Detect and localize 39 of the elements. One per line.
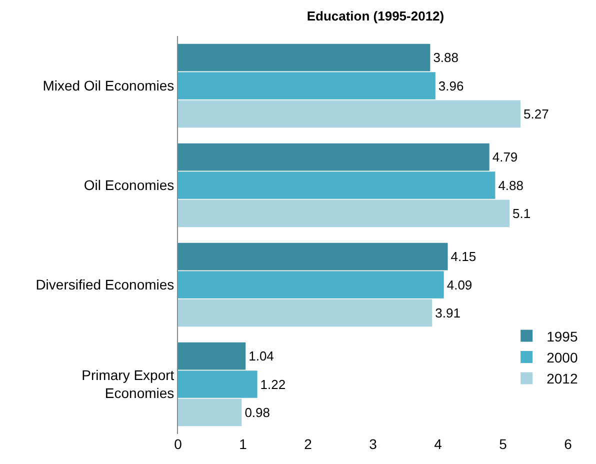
bar — [178, 143, 490, 171]
bar — [178, 242, 448, 270]
y-tick-label: Mixed Oil Economies — [42, 78, 174, 94]
y-tick-label: Diversified Economies — [36, 276, 174, 293]
data-label: 4.09 — [446, 277, 472, 292]
bar — [178, 44, 430, 72]
bar — [178, 398, 242, 426]
data-label: 0.98 — [244, 404, 270, 420]
bar — [178, 100, 521, 128]
x-tick-label: 6 — [564, 436, 572, 452]
bar — [178, 72, 436, 100]
bar — [178, 200, 510, 228]
y-tick-label: Oil Economies — [84, 177, 174, 194]
data-label: 4.15 — [450, 249, 476, 264]
data-label: 3.96 — [438, 78, 464, 94]
bar — [178, 172, 496, 199]
data-label: 1.22 — [260, 376, 286, 392]
data-label: 5.1 — [512, 206, 531, 221]
x-tick-label: 3 — [369, 436, 378, 452]
data-label: 3.88 — [433, 50, 459, 66]
chart-title: Education (1995-2012) — [306, 8, 444, 24]
bar — [178, 370, 258, 398]
data-label: 4.88 — [498, 178, 524, 193]
bar — [178, 299, 432, 327]
data-label: 3.91 — [435, 305, 460, 320]
bar — [178, 271, 444, 298]
x-tick-label: 2 — [304, 436, 312, 452]
legend-label: 1995 — [546, 328, 578, 344]
data-label: 1.04 — [248, 348, 274, 364]
data-label: 5.27 — [524, 106, 549, 122]
bar — [178, 342, 246, 370]
x-tick-label: 4 — [434, 436, 442, 452]
legend-label: 2000 — [546, 349, 578, 366]
x-tick-label: 5 — [499, 436, 508, 452]
legend-label: 2012 — [546, 370, 578, 387]
data-label: 4.79 — [492, 150, 518, 165]
x-tick-label: 0 — [174, 436, 182, 452]
x-tick-label: 1 — [239, 436, 248, 452]
y-tick-label: Primary Export Economies — [82, 367, 174, 402]
